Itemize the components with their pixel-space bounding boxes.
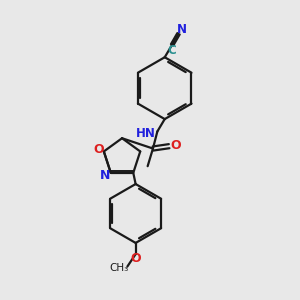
- Text: C: C: [168, 44, 176, 57]
- Text: HN: HN: [136, 127, 156, 140]
- Text: O: O: [93, 142, 104, 156]
- Text: O: O: [130, 252, 141, 265]
- Text: CH₃: CH₃: [109, 263, 128, 273]
- Text: N: N: [100, 169, 111, 182]
- Text: O: O: [170, 139, 181, 152]
- Text: N: N: [177, 23, 187, 36]
